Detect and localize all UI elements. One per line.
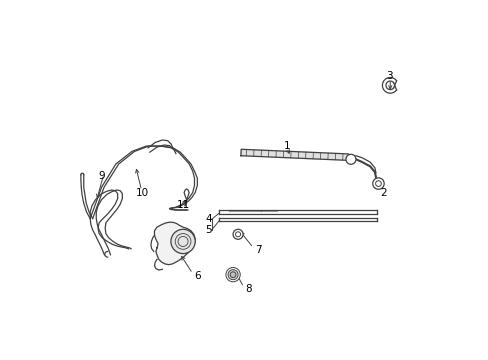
Text: 7: 7 — [255, 245, 262, 255]
Circle shape — [372, 178, 384, 189]
Text: 3: 3 — [385, 71, 392, 81]
Text: 11: 11 — [177, 200, 190, 210]
Circle shape — [171, 229, 195, 253]
Polygon shape — [154, 222, 195, 265]
Circle shape — [227, 270, 238, 280]
Text: 2: 2 — [380, 188, 386, 198]
Polygon shape — [241, 149, 347, 160]
Circle shape — [345, 154, 355, 164]
Circle shape — [233, 229, 243, 239]
Text: 1: 1 — [283, 141, 289, 151]
Text: 6: 6 — [194, 271, 200, 282]
Circle shape — [230, 272, 235, 278]
Text: 8: 8 — [244, 284, 251, 294]
Text: 5: 5 — [205, 225, 212, 235]
Text: 4: 4 — [205, 214, 212, 224]
Text: 10: 10 — [136, 188, 149, 198]
Text: 9: 9 — [98, 171, 105, 181]
Circle shape — [225, 267, 240, 282]
